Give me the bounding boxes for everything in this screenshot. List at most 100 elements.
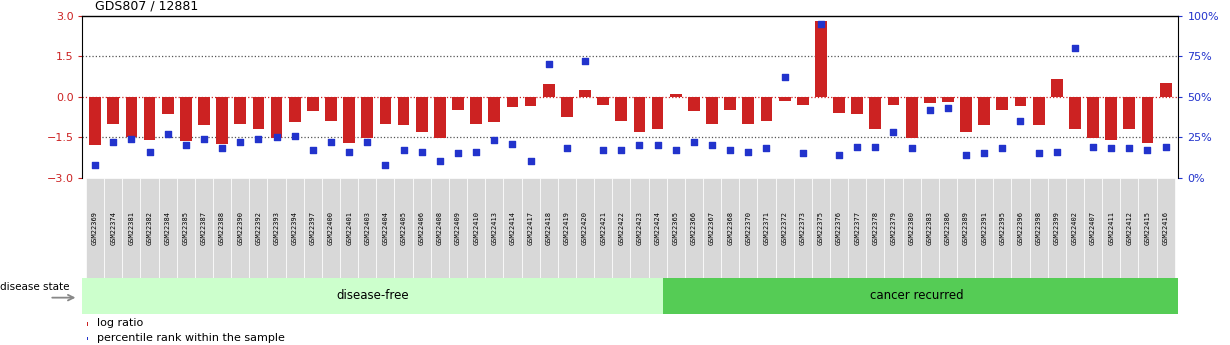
Bar bbox=[86, 178, 105, 278]
Point bbox=[775, 75, 795, 80]
Text: GDS807 / 12881: GDS807 / 12881 bbox=[95, 0, 198, 12]
Text: GSM22369: GSM22369 bbox=[92, 211, 98, 245]
Point bbox=[1028, 150, 1048, 156]
Bar bbox=[648, 178, 667, 278]
Text: GSM22414: GSM22414 bbox=[509, 211, 515, 245]
Bar bbox=[412, 178, 430, 278]
Point bbox=[140, 149, 160, 155]
Bar bbox=[1084, 178, 1102, 278]
Point bbox=[648, 142, 668, 148]
Point bbox=[213, 146, 232, 151]
Text: GSM22394: GSM22394 bbox=[292, 211, 298, 245]
Bar bbox=[576, 178, 594, 278]
Bar bbox=[503, 178, 522, 278]
Text: GSM22416: GSM22416 bbox=[1162, 211, 1168, 245]
Bar bbox=[304, 178, 322, 278]
Bar bbox=[579, 90, 590, 97]
Point bbox=[321, 139, 341, 145]
Point bbox=[557, 146, 577, 151]
Bar bbox=[633, 97, 646, 132]
Point bbox=[230, 139, 250, 145]
Text: GSM22399: GSM22399 bbox=[1054, 211, 1060, 245]
Bar bbox=[1102, 178, 1121, 278]
Bar bbox=[921, 178, 938, 278]
Bar bbox=[90, 97, 101, 145]
Bar bbox=[630, 178, 648, 278]
Bar bbox=[235, 97, 246, 124]
Bar bbox=[851, 97, 863, 114]
Text: GSM22387: GSM22387 bbox=[200, 211, 207, 245]
Text: GSM22408: GSM22408 bbox=[437, 211, 443, 245]
Text: GSM22422: GSM22422 bbox=[619, 211, 625, 245]
Bar bbox=[561, 97, 573, 117]
Bar bbox=[667, 178, 685, 278]
Text: GSM22397: GSM22397 bbox=[310, 211, 316, 245]
Bar bbox=[996, 97, 1009, 110]
Bar bbox=[525, 97, 536, 106]
Bar bbox=[325, 97, 337, 121]
Text: GSM22392: GSM22392 bbox=[256, 211, 262, 245]
Text: GSM22388: GSM22388 bbox=[219, 211, 225, 245]
Text: GSM22409: GSM22409 bbox=[455, 211, 461, 245]
Point bbox=[539, 61, 558, 67]
Bar bbox=[376, 178, 395, 278]
Point bbox=[1101, 146, 1121, 151]
Point bbox=[267, 135, 287, 140]
Bar bbox=[557, 178, 576, 278]
Bar bbox=[522, 178, 540, 278]
Text: GSM22413: GSM22413 bbox=[491, 211, 497, 245]
Bar bbox=[416, 97, 428, 132]
Text: GSM22418: GSM22418 bbox=[546, 211, 552, 245]
Bar bbox=[271, 97, 283, 138]
Bar bbox=[231, 178, 250, 278]
Point bbox=[721, 147, 740, 153]
Bar bbox=[704, 178, 721, 278]
Bar bbox=[488, 97, 501, 122]
Bar bbox=[812, 178, 830, 278]
Bar bbox=[1139, 178, 1156, 278]
Bar bbox=[833, 97, 845, 113]
Point bbox=[883, 129, 903, 135]
Text: GSM22402: GSM22402 bbox=[1071, 211, 1077, 245]
Bar bbox=[198, 97, 210, 125]
Text: GSM22373: GSM22373 bbox=[800, 211, 806, 245]
Bar bbox=[358, 178, 376, 278]
Text: GSM22375: GSM22375 bbox=[818, 211, 824, 245]
Point bbox=[1156, 144, 1176, 150]
Text: GSM22410: GSM22410 bbox=[474, 211, 480, 245]
Bar bbox=[739, 178, 758, 278]
Bar bbox=[724, 97, 736, 110]
Text: GSM22407: GSM22407 bbox=[1090, 211, 1096, 245]
Bar bbox=[849, 178, 866, 278]
Bar bbox=[289, 97, 300, 122]
Bar bbox=[594, 178, 613, 278]
Bar bbox=[743, 97, 754, 124]
Point bbox=[394, 147, 413, 153]
Bar bbox=[776, 178, 793, 278]
Bar bbox=[343, 97, 355, 142]
Bar bbox=[815, 21, 827, 97]
Bar bbox=[870, 97, 881, 129]
Bar bbox=[216, 97, 228, 144]
Text: GSM22366: GSM22366 bbox=[691, 211, 697, 245]
Bar bbox=[1069, 97, 1081, 129]
Text: GSM22423: GSM22423 bbox=[636, 211, 642, 245]
Point bbox=[448, 150, 467, 156]
Bar bbox=[485, 178, 503, 278]
Text: GSM22370: GSM22370 bbox=[745, 211, 752, 245]
Text: GSM22391: GSM22391 bbox=[982, 211, 988, 245]
Point bbox=[194, 136, 214, 141]
Bar bbox=[663, 278, 1183, 314]
Point bbox=[993, 146, 1012, 151]
Text: GSM22417: GSM22417 bbox=[528, 211, 534, 245]
Bar bbox=[830, 178, 849, 278]
Text: percentile rank within the sample: percentile rank within the sample bbox=[97, 333, 284, 343]
Point bbox=[902, 146, 921, 151]
Bar bbox=[924, 97, 936, 104]
Point bbox=[847, 144, 867, 150]
Bar bbox=[758, 178, 776, 278]
Bar bbox=[159, 178, 177, 278]
Point bbox=[176, 142, 196, 148]
Bar bbox=[86, 322, 89, 326]
Bar bbox=[434, 97, 445, 138]
